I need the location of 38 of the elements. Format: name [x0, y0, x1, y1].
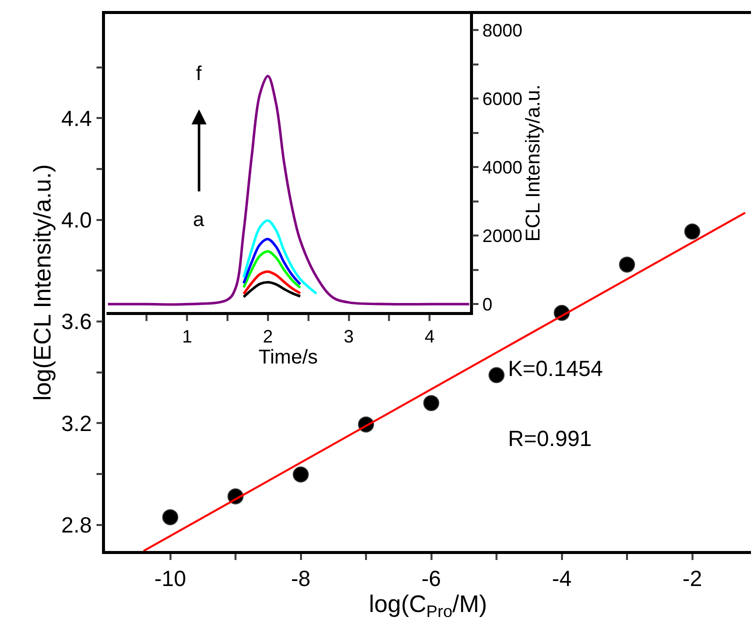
- y-tick-label: 2000: [482, 226, 522, 246]
- y-axis-title: ECL Intensity/a.u.: [522, 84, 544, 242]
- point: [292, 466, 309, 482]
- y-tick-label: 2.8: [61, 512, 92, 538]
- point: [423, 395, 440, 412]
- x-tick-label: -4: [552, 566, 572, 592]
- y-tick-label: 8000: [482, 20, 522, 40]
- line-series: [242, 280, 302, 298]
- point: [684, 224, 700, 240]
- y-tick-label: 4000: [482, 157, 522, 178]
- y-tick-label: 0: [482, 294, 492, 314]
- x-axis-title: Time/s: [258, 346, 318, 368]
- x-tick-label: 3: [344, 326, 354, 346]
- line-series: [242, 270, 302, 296]
- line-series: [242, 238, 302, 286]
- x-axis-title: log(C$_{Pro}$/M): [368, 591, 488, 622]
- annotation: a: [193, 209, 205, 231]
- y-tick-label: 6000: [482, 88, 522, 109]
- y-tick-label: 3.6: [61, 309, 92, 334]
- line-series: [242, 250, 302, 289]
- point: [162, 509, 178, 526]
- point: [488, 367, 505, 384]
- y-axis-title: log(ECL Intensity/a.u.): [29, 164, 56, 401]
- y-tick-label: 3.2: [61, 410, 92, 436]
- point: [619, 256, 636, 273]
- x-tick-label: -6: [421, 566, 442, 592]
- annotation: R=0.991: [508, 426, 592, 451]
- y-tick-label: 4.0: [61, 208, 92, 233]
- x-tick-label: 1: [182, 326, 192, 346]
- annotation: f: [196, 63, 202, 85]
- x-tick-label: -8: [290, 566, 311, 592]
- x-tick-label: -10: [154, 566, 186, 592]
- x-tick-label: -2: [682, 566, 702, 592]
- annotation: K=0.1454: [508, 356, 603, 381]
- y-tick-label: 4.4: [61, 106, 92, 131]
- x-tick-label: 4: [424, 326, 435, 346]
- line-series: [242, 219, 318, 295]
- x-tick-label: 2: [262, 326, 273, 346]
